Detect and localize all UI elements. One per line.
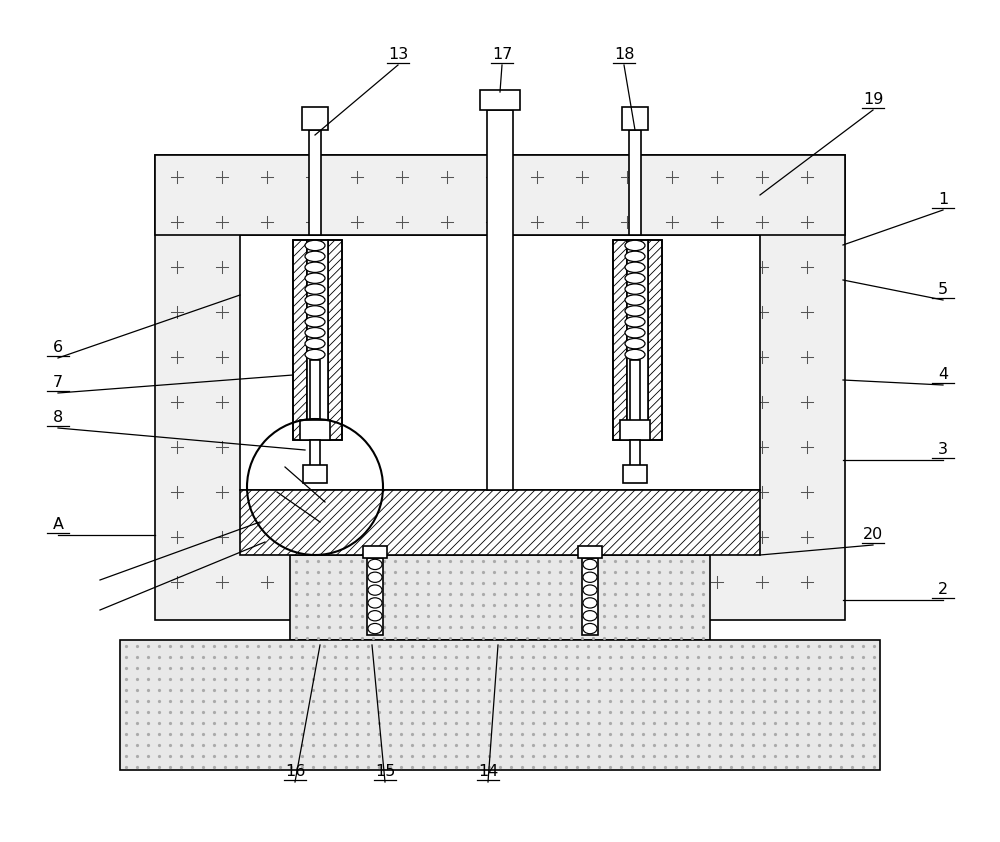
Ellipse shape bbox=[625, 306, 645, 316]
Bar bbox=[578, 546, 602, 558]
Bar bbox=[363, 546, 387, 558]
Ellipse shape bbox=[305, 284, 325, 294]
Text: 18: 18 bbox=[614, 47, 634, 62]
Text: 8: 8 bbox=[53, 410, 63, 425]
Bar bbox=[300, 420, 330, 440]
Ellipse shape bbox=[368, 623, 382, 634]
Ellipse shape bbox=[305, 262, 325, 273]
Ellipse shape bbox=[368, 585, 382, 595]
Text: 5: 5 bbox=[938, 282, 948, 297]
Ellipse shape bbox=[305, 240, 325, 251]
Bar bbox=[155, 155, 845, 235]
Ellipse shape bbox=[368, 598, 382, 608]
Text: 14: 14 bbox=[478, 764, 498, 779]
Bar bbox=[613, 240, 627, 440]
Ellipse shape bbox=[583, 610, 597, 621]
Ellipse shape bbox=[625, 317, 645, 327]
Ellipse shape bbox=[625, 284, 645, 294]
Text: A: A bbox=[53, 517, 64, 532]
Bar bbox=[480, 90, 520, 110]
Ellipse shape bbox=[583, 623, 597, 634]
Ellipse shape bbox=[305, 338, 325, 349]
Ellipse shape bbox=[305, 306, 325, 316]
Text: 7: 7 bbox=[53, 375, 63, 390]
Ellipse shape bbox=[583, 598, 597, 608]
Text: 19: 19 bbox=[863, 92, 883, 107]
Bar bbox=[155, 155, 845, 620]
Bar bbox=[240, 235, 760, 490]
Bar bbox=[487, 110, 513, 490]
Ellipse shape bbox=[305, 317, 325, 327]
Text: 15: 15 bbox=[375, 764, 395, 779]
Ellipse shape bbox=[368, 610, 382, 621]
Bar bbox=[290, 555, 710, 640]
Ellipse shape bbox=[305, 349, 325, 360]
Text: 6: 6 bbox=[53, 340, 63, 355]
Ellipse shape bbox=[583, 559, 597, 569]
Bar bbox=[307, 240, 328, 440]
Ellipse shape bbox=[305, 273, 325, 284]
Bar bbox=[120, 640, 880, 770]
Bar bbox=[310, 440, 320, 470]
Text: 4: 4 bbox=[938, 367, 948, 382]
Bar bbox=[309, 130, 321, 235]
Ellipse shape bbox=[625, 349, 645, 360]
Ellipse shape bbox=[625, 251, 645, 262]
Bar bbox=[613, 240, 662, 440]
Text: 1: 1 bbox=[938, 192, 948, 207]
Ellipse shape bbox=[583, 585, 597, 595]
Ellipse shape bbox=[305, 251, 325, 262]
Bar bbox=[302, 107, 328, 130]
Ellipse shape bbox=[583, 572, 597, 583]
Bar bbox=[293, 240, 307, 440]
Bar bbox=[310, 360, 320, 440]
Text: 17: 17 bbox=[492, 47, 512, 62]
Ellipse shape bbox=[625, 328, 645, 338]
Ellipse shape bbox=[305, 295, 325, 305]
Bar bbox=[240, 490, 760, 555]
Bar bbox=[620, 420, 650, 440]
Bar bbox=[293, 240, 342, 440]
Bar bbox=[630, 440, 640, 470]
Ellipse shape bbox=[368, 572, 382, 583]
Bar bbox=[328, 240, 342, 440]
Text: 2: 2 bbox=[938, 582, 948, 597]
Ellipse shape bbox=[625, 295, 645, 305]
Bar bbox=[623, 465, 647, 483]
Ellipse shape bbox=[625, 240, 645, 251]
Ellipse shape bbox=[305, 328, 325, 338]
Bar bbox=[367, 558, 383, 635]
Ellipse shape bbox=[625, 273, 645, 284]
Ellipse shape bbox=[625, 338, 645, 349]
Bar bbox=[648, 240, 662, 440]
Ellipse shape bbox=[625, 262, 645, 273]
Ellipse shape bbox=[368, 559, 382, 569]
Text: 3: 3 bbox=[938, 442, 948, 457]
Bar bbox=[303, 465, 327, 483]
Bar bbox=[629, 130, 641, 235]
Bar bbox=[622, 107, 648, 130]
Bar bbox=[582, 558, 598, 635]
Bar bbox=[627, 240, 648, 440]
Text: 16: 16 bbox=[285, 764, 305, 779]
Bar bbox=[630, 360, 640, 440]
Text: 20: 20 bbox=[863, 527, 883, 542]
Text: 13: 13 bbox=[388, 47, 408, 62]
